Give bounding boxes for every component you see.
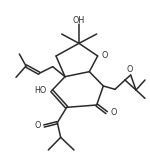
Text: O: O: [35, 122, 41, 131]
Text: O: O: [126, 65, 133, 74]
Text: O: O: [111, 108, 117, 117]
Text: OH: OH: [73, 16, 85, 25]
Text: O: O: [102, 51, 108, 59]
Text: HO: HO: [34, 86, 47, 95]
